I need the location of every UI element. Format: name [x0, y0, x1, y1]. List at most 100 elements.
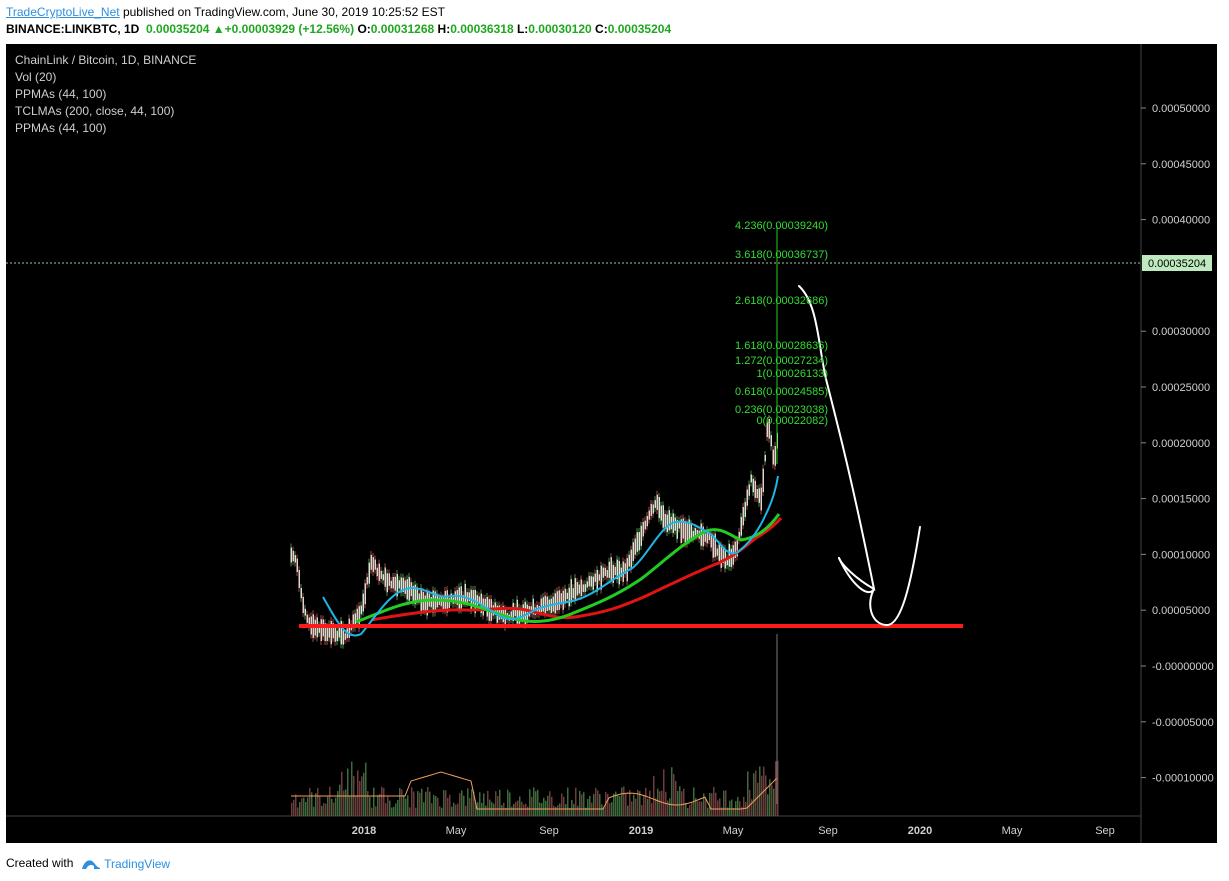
- candle-body: [374, 559, 376, 570]
- legend-ppmas-1[interactable]: PPMAs (44, 100): [15, 87, 107, 101]
- price-tick-label: 0.00045000: [1152, 159, 1210, 171]
- volume-bar: [565, 804, 567, 816]
- candle-body: [546, 596, 548, 611]
- fib-level-label: 0(0.00022082): [756, 415, 828, 427]
- volume-bar: [545, 800, 547, 816]
- candle-body: [516, 599, 518, 624]
- candle-body: [382, 574, 384, 581]
- volume-bar: [429, 791, 431, 816]
- volume-bar: [319, 796, 321, 816]
- candle-body: [600, 565, 602, 590]
- candle-body: [544, 595, 546, 614]
- candle-body: [558, 590, 560, 610]
- candle-body: [402, 577, 404, 593]
- candle-body: [770, 435, 772, 447]
- time-tick-label: May: [446, 825, 467, 837]
- chart-header: TradeCryptoLive_Net published on Trading…: [0, 0, 1229, 42]
- volume-bar: [709, 792, 711, 816]
- volume-bar: [513, 804, 515, 816]
- candle-body: [328, 624, 330, 638]
- volume-bar: [533, 787, 535, 816]
- volume-bar: [679, 786, 681, 816]
- candle-body: [484, 598, 486, 608]
- candle-body: [412, 585, 414, 602]
- volume-bar: [593, 793, 595, 816]
- author-link[interactable]: TradeCryptoLive_Net: [6, 5, 120, 19]
- volume-bar: [651, 802, 653, 816]
- candle-body: [384, 567, 386, 587]
- volume-bar: [371, 807, 373, 816]
- candle-body: [368, 562, 370, 584]
- forecast-arrow: [798, 285, 876, 591]
- volume-bar: [433, 795, 435, 816]
- candle-body: [542, 597, 544, 612]
- candle-body: [628, 554, 630, 567]
- fib-level-label: 3.618(0.00036737): [735, 249, 828, 261]
- volume-bar: [339, 784, 341, 816]
- volume-bar: [471, 789, 473, 816]
- candle-body: [372, 557, 374, 572]
- candle-body: [520, 609, 522, 621]
- candle-body: [562, 590, 564, 610]
- candle-body: [768, 418, 770, 439]
- volume-bar: [595, 787, 597, 816]
- legend-tclmas[interactable]: TCLMAs (200, close, 44, 100): [15, 104, 175, 118]
- volume-bar: [431, 803, 433, 816]
- price-axis[interactable]: 0.00050000 0.00045000 0.00040000 0.00030000…: [1141, 103, 1214, 785]
- volume-bar: [613, 793, 615, 816]
- legend-vol[interactable]: Vol (20): [15, 70, 57, 84]
- volume-ma-line: [291, 771, 778, 810]
- volume-bar: [389, 800, 391, 816]
- candle-body: [364, 583, 366, 605]
- volume-bar: [373, 787, 375, 816]
- price-chart[interactable]: 4.236(0.00039240) 3.618(0.00036737) 2.618(…: [6, 44, 1217, 843]
- volume-bar: [327, 796, 329, 816]
- volume-bar: [723, 790, 725, 816]
- volume-bar: [315, 793, 317, 816]
- candle-body: [578, 584, 580, 594]
- volume-bar: [531, 796, 533, 816]
- volume-bar: [715, 792, 717, 816]
- volume-bar: [743, 796, 745, 816]
- fib-level-label: 1(0.00026133): [756, 368, 828, 380]
- candle-body: [296, 558, 298, 573]
- volume-bar: [623, 786, 625, 816]
- volume-bar: [773, 788, 775, 816]
- volume-bar: [335, 797, 337, 816]
- volume-bar: [437, 797, 439, 816]
- volume-bar: [727, 807, 729, 816]
- price-tick-label: 0.00020000: [1152, 438, 1210, 450]
- tradingview-brand[interactable]: TradingView: [104, 856, 171, 871]
- candle-body: [690, 523, 692, 539]
- volume-bar: [753, 773, 755, 816]
- candle-body: [702, 526, 704, 547]
- volume-bar: [519, 796, 521, 816]
- time-tick-label: 2019: [629, 825, 653, 837]
- volume-bar: [445, 790, 447, 816]
- volume-bar: [759, 766, 761, 816]
- volume-bar: [657, 788, 659, 816]
- candle-body: [752, 478, 754, 493]
- volume-bar: [397, 799, 399, 816]
- time-axis[interactable]: 2018 May Sep 2019 May Sep 2020 May Sep: [352, 825, 1115, 837]
- candle-body: [354, 613, 356, 628]
- candle-body: [568, 587, 570, 607]
- volume-bar: [529, 789, 531, 816]
- candle-body: [292, 550, 294, 562]
- volume-bar: [365, 762, 367, 816]
- candle-body: [388, 573, 390, 586]
- chart-area[interactable]: 4.236(0.00039240) 3.618(0.00036737) 2.618(…: [6, 44, 1217, 843]
- high-label: H:: [437, 22, 451, 36]
- candle-body: [538, 606, 540, 615]
- candle-body: [582, 584, 584, 593]
- candle-body: [294, 555, 296, 563]
- candle-body: [396, 573, 398, 597]
- volume-bar: [765, 775, 767, 816]
- candle-body: [574, 578, 576, 601]
- volume-bar: [633, 794, 635, 816]
- candle-body: [414, 584, 416, 605]
- candle-body: [712, 536, 714, 558]
- candle-body: [376, 567, 378, 577]
- legend-ppmas-2[interactable]: PPMAs (44, 100): [15, 121, 107, 135]
- candle-body: [442, 597, 444, 610]
